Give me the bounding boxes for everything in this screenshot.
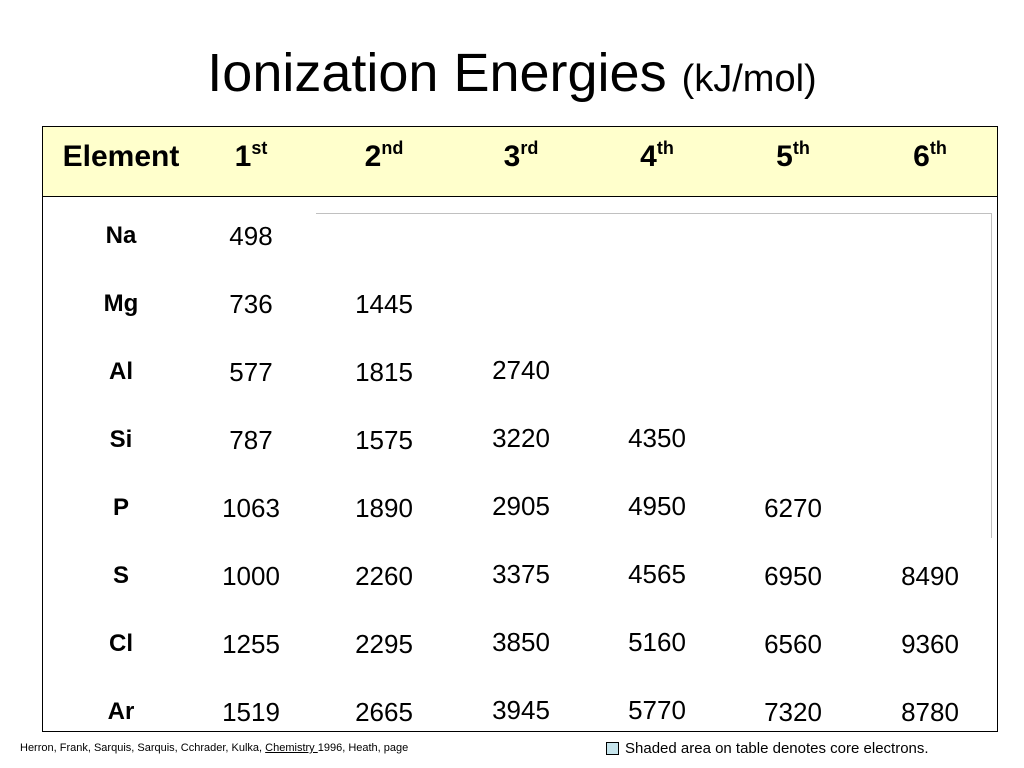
ordinal-number: 2 bbox=[364, 140, 382, 173]
element-symbol: Mg bbox=[103, 290, 139, 317]
ionization-energy-table: Element 1st 2nd 3rd 4th 5th 6th Na 498 Mg 736 144… bbox=[42, 126, 998, 732]
header-element: Element bbox=[62, 140, 180, 173]
element-symbol: S bbox=[112, 562, 129, 589]
ionization-energy-value: 736 bbox=[229, 289, 273, 319]
ordinal-number: 5 bbox=[776, 140, 793, 173]
header-ionization-5: 5th bbox=[743, 127, 843, 195]
ionization-energy-value: 4350 bbox=[628, 423, 686, 453]
ordinal-suffix: th bbox=[656, 138, 674, 158]
ionization-energy-value: 787 bbox=[229, 425, 273, 455]
ionization-energy-value: 6950 bbox=[764, 561, 822, 591]
ionization-energy-value: 3375 bbox=[492, 559, 550, 589]
ionization-energy-value: 7320 bbox=[764, 697, 822, 727]
ionization-energy-value: 5770 bbox=[628, 695, 686, 725]
header-ionization-6: 6th bbox=[880, 127, 980, 195]
ionization-energy-value: 2905 bbox=[492, 491, 550, 521]
ionization-energy-value: 9360 bbox=[901, 629, 959, 659]
element-symbol: Cl bbox=[109, 630, 133, 657]
legend-swatch bbox=[606, 742, 619, 755]
ordinal-suffix: st bbox=[251, 138, 268, 158]
ionization-energy-value: 1519 bbox=[222, 697, 280, 727]
ionization-energy-value: 1445 bbox=[355, 289, 413, 319]
element-symbol: P bbox=[112, 494, 129, 521]
table-header-row: Element 1st 2nd 3rd 4th 5th 6th bbox=[43, 127, 997, 197]
ionization-energy-value: 1000 bbox=[222, 561, 280, 591]
ionization-energy-value: 1575 bbox=[355, 425, 413, 455]
ionization-energy-value: 8490 bbox=[901, 561, 959, 591]
ordinal-number: 3 bbox=[503, 140, 521, 173]
slide-title: Ionization Energies (kJ/mol) bbox=[0, 38, 1024, 114]
ordinal-number: 4 bbox=[640, 140, 657, 173]
core-electron-region-border bbox=[316, 213, 992, 538]
citation-text: Herron, Frank, Sarquis, Sarquis, Cchrade… bbox=[20, 742, 266, 754]
ionization-energy-value: 6270 bbox=[764, 493, 822, 523]
citation-text-end: 1996, Heath, page bbox=[317, 742, 409, 754]
legend: Shaded area on table denotes core electr… bbox=[606, 740, 929, 757]
ionization-energy-value: 2260 bbox=[355, 561, 413, 591]
ionization-energy-value: 577 bbox=[229, 357, 273, 387]
title-unit: (kJ/mol) bbox=[681, 58, 817, 100]
citation: Herron, Frank, Sarquis, Sarquis, Cchrade… bbox=[20, 742, 408, 754]
header-ionization-2: 2nd bbox=[334, 127, 434, 195]
ordinal-suffix: th bbox=[929, 138, 947, 158]
element-symbol: Ar bbox=[107, 698, 135, 725]
ionization-energy-value: 4565 bbox=[628, 559, 686, 589]
ionization-energy-value: 6560 bbox=[764, 629, 822, 659]
ionization-energy-value: 4950 bbox=[628, 491, 686, 521]
ionization-energy-value: 3850 bbox=[492, 627, 550, 657]
ionization-energy-value: 8780 bbox=[901, 697, 959, 727]
header-ionization-3: 3rd bbox=[471, 127, 571, 195]
legend-text: Shaded area on table denotes core electr… bbox=[625, 740, 929, 757]
ordinal-suffix: nd bbox=[381, 138, 404, 158]
ionization-energy-value: 2295 bbox=[355, 629, 413, 659]
ionization-energy-value: 2665 bbox=[355, 697, 413, 727]
title-main: Ionization Energies bbox=[207, 43, 667, 103]
citation-link[interactable]: Chemistry bbox=[265, 742, 318, 754]
ionization-energy-value: 3220 bbox=[492, 423, 550, 453]
ordinal-number: 1 bbox=[234, 140, 252, 173]
ionization-energy-value: 2740 bbox=[492, 355, 550, 385]
ionization-energy-value: 1890 bbox=[355, 493, 413, 523]
element-symbol: Al bbox=[109, 358, 133, 385]
ionization-energy-value: 1815 bbox=[355, 357, 413, 387]
ordinal-suffix: th bbox=[792, 138, 810, 158]
element-symbol: Na bbox=[105, 222, 137, 249]
ionization-energy-value: 1255 bbox=[222, 629, 280, 659]
header-ionization-4: 4th bbox=[607, 127, 707, 195]
header-ionization-1: 1st bbox=[201, 127, 301, 195]
ionization-energy-value: 5160 bbox=[628, 627, 686, 657]
ionization-energy-value: 1063 bbox=[222, 493, 280, 523]
ionization-energy-value: 3945 bbox=[492, 695, 550, 725]
ordinal-suffix: rd bbox=[520, 138, 539, 158]
ionization-energy-value: 498 bbox=[229, 221, 273, 251]
ordinal-number: 6 bbox=[913, 140, 930, 173]
element-symbol: Si bbox=[109, 426, 133, 453]
